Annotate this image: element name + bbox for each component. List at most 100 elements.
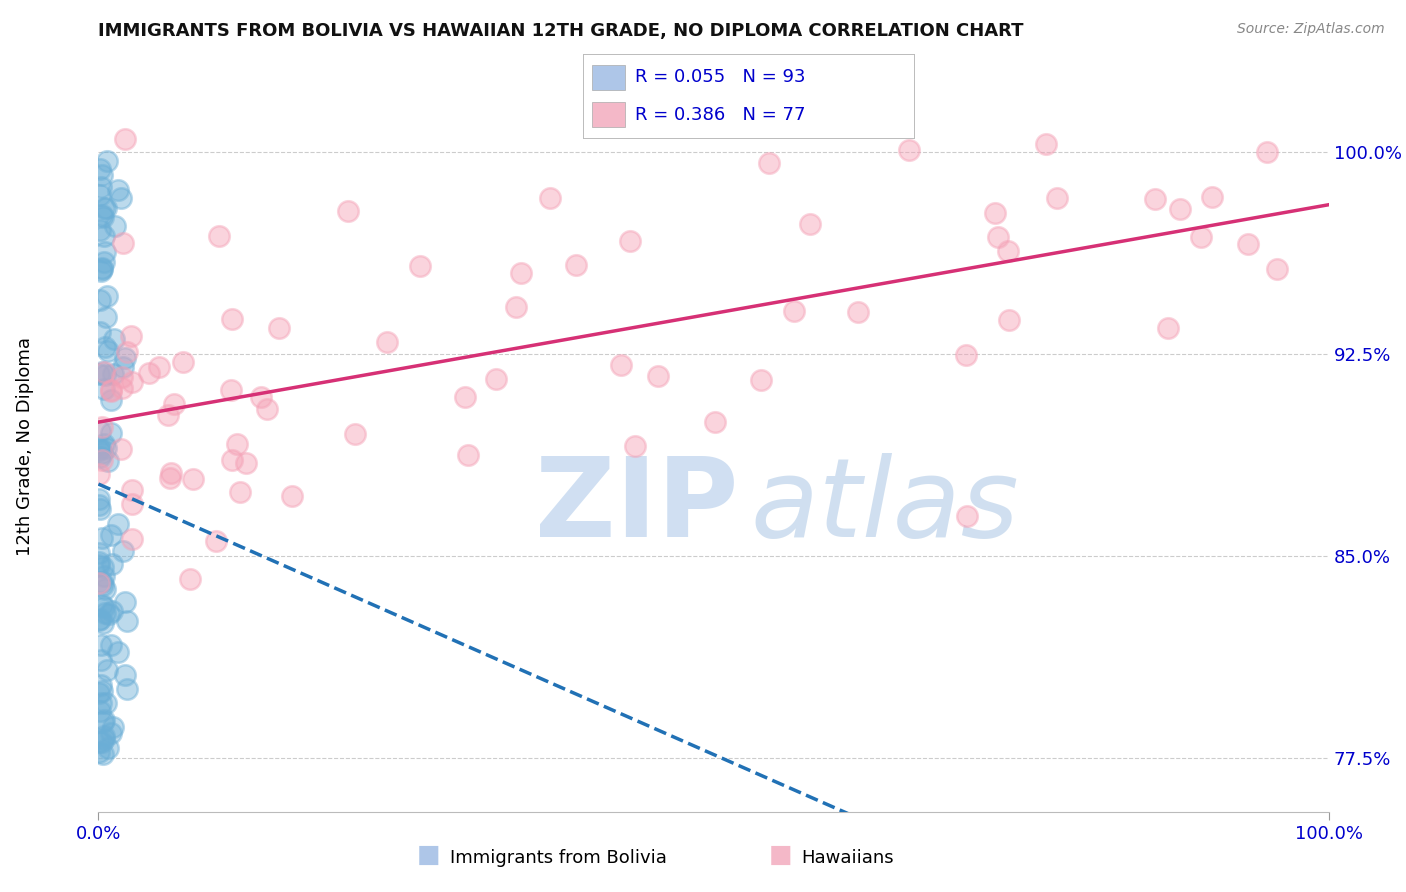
Point bbox=[89, 546, 111, 560]
Point bbox=[100, 528, 122, 542]
Point bbox=[112, 544, 135, 558]
Point bbox=[93, 729, 115, 743]
Point bbox=[100, 557, 122, 571]
Point bbox=[235, 456, 257, 470]
Point bbox=[457, 448, 479, 462]
Point bbox=[956, 508, 979, 523]
Point bbox=[94, 441, 117, 455]
Point bbox=[100, 604, 122, 618]
Text: atlas: atlas bbox=[751, 453, 1019, 560]
Point bbox=[89, 424, 111, 438]
Point bbox=[1189, 229, 1212, 244]
Point bbox=[117, 682, 139, 697]
Point bbox=[89, 293, 111, 307]
Point bbox=[148, 359, 170, 374]
Point bbox=[89, 442, 111, 456]
Point bbox=[163, 397, 186, 411]
Point bbox=[1143, 192, 1166, 206]
Point bbox=[1265, 262, 1288, 277]
Point bbox=[91, 616, 114, 631]
Point bbox=[100, 638, 122, 652]
Point bbox=[93, 255, 115, 269]
Point bbox=[89, 187, 111, 202]
Point bbox=[157, 408, 180, 422]
Point bbox=[94, 340, 117, 354]
Point bbox=[121, 532, 143, 546]
Text: Immigrants from Bolivia: Immigrants from Bolivia bbox=[450, 849, 666, 867]
Point bbox=[90, 678, 112, 692]
Point bbox=[87, 498, 110, 512]
Point bbox=[619, 234, 641, 248]
Point bbox=[101, 367, 124, 381]
Point bbox=[97, 740, 120, 755]
Point bbox=[110, 442, 132, 457]
Point bbox=[91, 684, 114, 698]
Point bbox=[90, 653, 112, 667]
Point bbox=[703, 415, 725, 429]
Point bbox=[159, 470, 181, 484]
Text: Hawaiians: Hawaiians bbox=[801, 849, 894, 867]
Point bbox=[107, 183, 129, 197]
Point bbox=[111, 370, 134, 384]
Point bbox=[89, 450, 111, 464]
Point bbox=[96, 153, 118, 168]
Point bbox=[624, 439, 647, 453]
Point bbox=[219, 383, 242, 397]
Point bbox=[90, 179, 112, 194]
Point bbox=[485, 372, 508, 386]
Point bbox=[783, 303, 806, 318]
Bar bbox=[592, 64, 624, 90]
Text: ZIP: ZIP bbox=[536, 453, 738, 560]
Point bbox=[90, 599, 112, 613]
Point bbox=[111, 381, 134, 395]
Point bbox=[96, 663, 118, 677]
Point bbox=[94, 582, 117, 596]
Point bbox=[93, 436, 115, 450]
Point bbox=[89, 735, 111, 749]
Point bbox=[112, 359, 135, 374]
Point bbox=[103, 332, 125, 346]
Point bbox=[986, 230, 1008, 244]
Point bbox=[91, 531, 114, 545]
Point bbox=[93, 382, 115, 396]
Point bbox=[454, 390, 477, 404]
Point bbox=[997, 244, 1019, 258]
Point bbox=[87, 555, 110, 569]
Text: IMMIGRANTS FROM BOLIVIA VS HAWAIIAN 12TH GRADE, NO DIPLOMA CORRELATION CHART: IMMIGRANTS FROM BOLIVIA VS HAWAIIAN 12TH… bbox=[98, 22, 1024, 40]
Point bbox=[93, 599, 115, 614]
Point bbox=[955, 348, 977, 362]
Point bbox=[107, 645, 129, 659]
Point bbox=[89, 612, 111, 626]
Point bbox=[538, 191, 561, 205]
Point bbox=[846, 305, 869, 319]
Point bbox=[565, 259, 588, 273]
Point bbox=[90, 696, 112, 710]
Point bbox=[94, 368, 117, 382]
Point bbox=[91, 578, 114, 592]
Bar bbox=[592, 102, 624, 128]
Point bbox=[93, 229, 115, 244]
Point bbox=[89, 502, 111, 516]
Point bbox=[93, 244, 115, 259]
Text: R = 0.055   N = 93: R = 0.055 N = 93 bbox=[634, 69, 806, 87]
Point bbox=[96, 289, 118, 303]
Point bbox=[90, 261, 112, 276]
Point bbox=[87, 442, 110, 457]
Point bbox=[1256, 145, 1278, 159]
Point bbox=[90, 264, 112, 278]
Point bbox=[93, 365, 115, 379]
Point bbox=[267, 321, 290, 335]
Text: Source: ZipAtlas.com: Source: ZipAtlas.com bbox=[1237, 22, 1385, 37]
Point bbox=[91, 210, 114, 224]
Point bbox=[229, 485, 252, 500]
Text: ■: ■ bbox=[418, 843, 440, 867]
Point bbox=[91, 208, 114, 222]
Point bbox=[510, 266, 533, 280]
Point bbox=[89, 162, 111, 177]
Point bbox=[90, 452, 112, 467]
Point bbox=[93, 568, 115, 582]
Point bbox=[183, 472, 205, 486]
Point bbox=[121, 375, 143, 389]
Point bbox=[98, 607, 121, 621]
Point bbox=[104, 219, 127, 234]
